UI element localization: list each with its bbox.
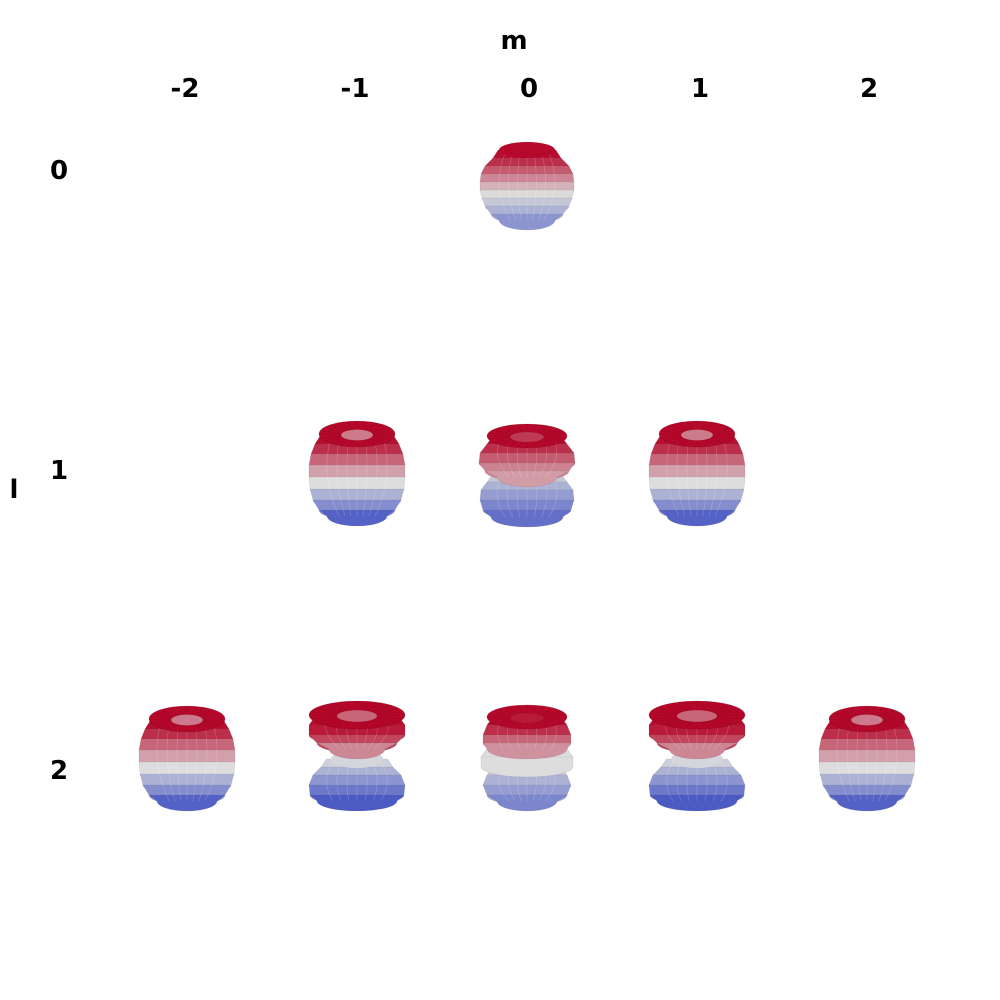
harmonic-l1-mneg1 [308, 420, 406, 527]
l-tick-label: 0 [49, 156, 69, 186]
m-tick-label: -1 [340, 74, 370, 104]
harmonic-l0-m0 [479, 142, 575, 231]
harmonic-l2-m2 [818, 705, 916, 812]
harmonic-l2-m1 [648, 700, 746, 812]
m-tick-label: -2 [170, 74, 200, 104]
harmonic-l2-mneg1 [308, 700, 406, 812]
l-axis-title: l [9, 475, 19, 505]
harmonic-l1-m1 [648, 420, 746, 527]
l-tick-label: 1 [49, 456, 69, 486]
harmonic-l2-mneg2 [138, 705, 236, 812]
m-tick-label: 0 [519, 74, 539, 104]
harmonic-l2-m0 [480, 704, 574, 812]
m-tick-label: 1 [690, 74, 710, 104]
harmonic-l1-m0 [478, 423, 576, 528]
m-axis-title: m [500, 26, 528, 56]
l-tick-label: 2 [49, 756, 69, 786]
m-tick-label: 2 [859, 74, 879, 104]
